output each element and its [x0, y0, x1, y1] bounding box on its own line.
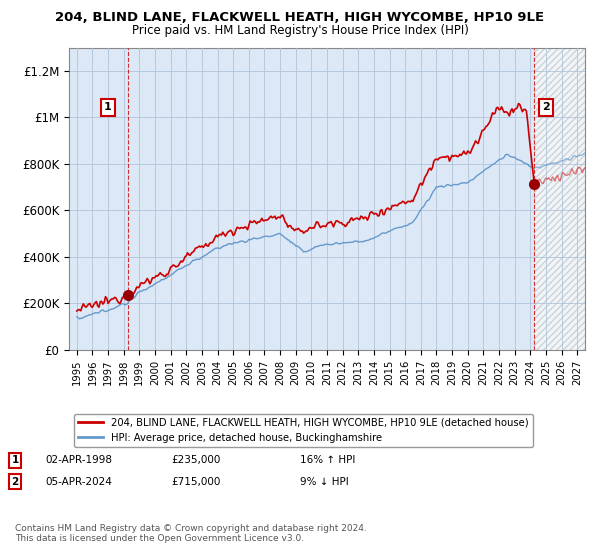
Text: 02-APR-1998: 02-APR-1998	[45, 455, 112, 465]
Legend: 204, BLIND LANE, FLACKWELL HEATH, HIGH WYCOMBE, HP10 9LE (detached house), HPI: : 204, BLIND LANE, FLACKWELL HEATH, HIGH W…	[74, 414, 533, 447]
Text: 2: 2	[542, 102, 550, 113]
Text: 9% ↓ HPI: 9% ↓ HPI	[300, 477, 349, 487]
Text: 1: 1	[104, 102, 112, 113]
Text: £235,000: £235,000	[171, 455, 220, 465]
Text: 2: 2	[11, 477, 19, 487]
Text: 204, BLIND LANE, FLACKWELL HEATH, HIGH WYCOMBE, HP10 9LE: 204, BLIND LANE, FLACKWELL HEATH, HIGH W…	[55, 11, 545, 24]
Text: 16% ↑ HPI: 16% ↑ HPI	[300, 455, 355, 465]
Text: 1: 1	[11, 455, 19, 465]
Text: Price paid vs. HM Land Registry's House Price Index (HPI): Price paid vs. HM Land Registry's House …	[131, 24, 469, 36]
Text: £715,000: £715,000	[171, 477, 220, 487]
Bar	[535, 48, 585, 350]
Text: Contains HM Land Registry data © Crown copyright and database right 2024.
This d: Contains HM Land Registry data © Crown c…	[15, 524, 367, 543]
Text: 05-APR-2024: 05-APR-2024	[45, 477, 112, 487]
